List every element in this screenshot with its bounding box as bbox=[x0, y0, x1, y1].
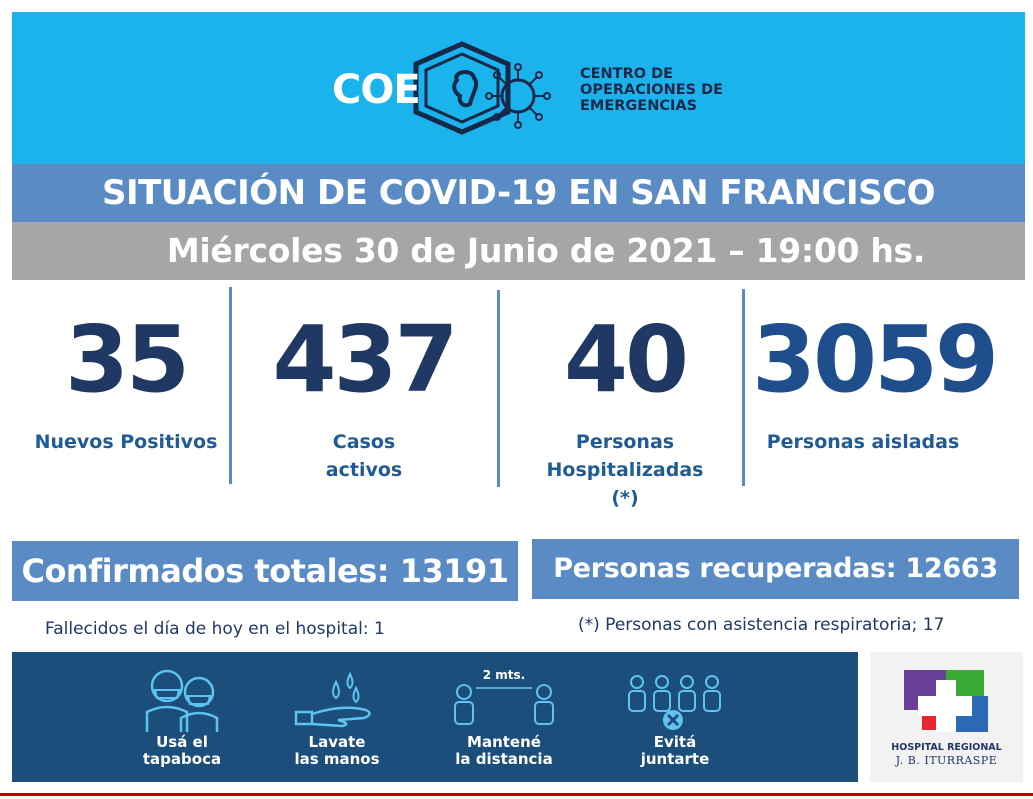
coe-logo-text: COE bbox=[332, 70, 420, 110]
stat-label: Nuevos Positivos bbox=[22, 428, 230, 456]
stat-label: Personas aisladas bbox=[752, 428, 974, 456]
stat-label: Casos activos bbox=[250, 428, 478, 484]
stat-new-positives: 35 Nuevos Positivos bbox=[22, 300, 230, 456]
prevention-item-mask: Usá el tapaboca bbox=[97, 652, 267, 782]
prevention-item-distance: 2 mts. Mantené la distancia bbox=[419, 652, 589, 782]
stat-label-line: Personas aisladas bbox=[752, 428, 974, 456]
confirmed-total-box: Confirmados totales: 13191 bbox=[12, 541, 518, 601]
prevention-label: Evitá juntarte bbox=[590, 734, 760, 768]
prevention-label: Mantené la distancia bbox=[419, 734, 589, 768]
prevention-label-line: Mantené bbox=[419, 734, 589, 751]
stat-label: Personas Hospitalizadas (*) bbox=[515, 428, 735, 512]
prevention-label: Usá el tapaboca bbox=[97, 734, 267, 768]
stat-isolated: 3059 Personas aisladas bbox=[752, 300, 974, 456]
stat-divider bbox=[742, 289, 745, 486]
recovered-total-box: Personas recuperadas: 12663 bbox=[532, 539, 1019, 599]
prevention-label-line: juntarte bbox=[590, 751, 760, 768]
no-gathering-icon bbox=[615, 664, 735, 732]
coe-logo: COE CENTRO DE OPERACIONES DE EMERGENCIAS bbox=[332, 12, 792, 164]
org-name-line: OPERACIONES DE bbox=[580, 82, 723, 98]
hospital-name: HOSPITAL REGIONAL bbox=[870, 742, 1023, 754]
stat-hospitalized: 40 Personas Hospitalizadas (*) bbox=[515, 300, 735, 512]
org-name-line: CENTRO DE bbox=[580, 66, 723, 82]
org-name-line: EMERGENCIAS bbox=[580, 98, 723, 114]
report-date: Miércoles 30 de Junio de 2021 – 19:00 hs… bbox=[12, 222, 1025, 280]
hospital-logo: HOSPITAL REGIONAL J. B. ITURRASPE bbox=[870, 652, 1023, 782]
stat-value: 35 bbox=[22, 300, 230, 420]
stat-label-line: activos bbox=[250, 456, 478, 484]
stat-active-cases: 437 Casos activos bbox=[250, 300, 478, 484]
header-banner: COE CENTRO DE OPERACIONES DE EMERGENCIAS bbox=[12, 12, 1025, 164]
prevention-label-line: Usá el bbox=[97, 734, 267, 751]
prevention-label: Lavate las manos bbox=[252, 734, 422, 768]
stat-divider bbox=[497, 290, 500, 487]
stat-value: 437 bbox=[250, 300, 478, 420]
org-name: CENTRO DE OPERACIONES DE EMERGENCIAS bbox=[580, 66, 723, 114]
stat-value: 40 bbox=[515, 300, 735, 420]
deaths-note: Fallecidos el día de hoy en el hospital:… bbox=[45, 619, 385, 639]
report-title: SITUACIÓN DE COVID-19 EN SAN FRANCISCO bbox=[12, 164, 1025, 222]
stat-label-line: Casos bbox=[250, 428, 478, 456]
hospital-subname: J. B. ITURRASPE bbox=[870, 754, 1023, 767]
prevention-item-wash: Lavate las manos bbox=[252, 652, 422, 782]
stat-label-line: (*) bbox=[515, 484, 735, 512]
hand-washing-icon bbox=[282, 664, 392, 732]
social-distance-icon bbox=[444, 664, 564, 732]
stat-divider bbox=[229, 287, 232, 484]
prevention-label-line: la distancia bbox=[419, 751, 589, 768]
prevention-banner: Usá el tapaboca Lavate las manos 2 mts. … bbox=[12, 652, 858, 782]
prevention-item-gathering: Evitá juntarte bbox=[590, 652, 760, 782]
stat-label-line: Personas bbox=[515, 428, 735, 456]
stat-label-line: Hospitalizadas bbox=[515, 456, 735, 484]
respiratory-note: (*) Personas con asistencia respiratoria… bbox=[578, 615, 944, 635]
prevention-label-line: tapaboca bbox=[97, 751, 267, 768]
prevention-label-line: las manos bbox=[252, 751, 422, 768]
footer-line bbox=[0, 793, 1033, 796]
prevention-label-line: Evitá bbox=[590, 734, 760, 751]
stat-label-line: Nuevos Positivos bbox=[22, 428, 230, 456]
prevention-label-line: Lavate bbox=[252, 734, 422, 751]
face-mask-icon bbox=[127, 664, 237, 732]
hospital-cross-icon bbox=[870, 652, 1023, 742]
stat-value: 3059 bbox=[752, 300, 974, 420]
